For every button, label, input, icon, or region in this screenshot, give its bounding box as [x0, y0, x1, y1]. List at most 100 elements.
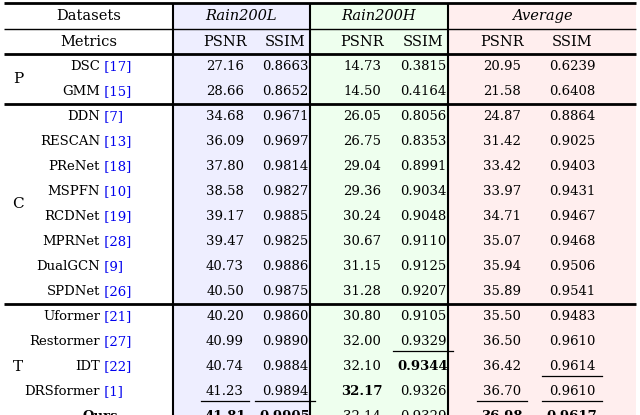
- Text: 0.9617: 0.9617: [547, 410, 597, 415]
- Text: 0.6239: 0.6239: [548, 60, 595, 73]
- Text: 40.50: 40.50: [206, 285, 244, 298]
- Text: 0.9125: 0.9125: [400, 260, 446, 273]
- Text: 36.70: 36.70: [483, 385, 521, 398]
- Text: 0.9329: 0.9329: [400, 410, 446, 415]
- Text: 0.9875: 0.9875: [262, 285, 308, 298]
- Text: SSIM: SSIM: [265, 34, 305, 49]
- Text: 0.9431: 0.9431: [549, 185, 595, 198]
- Text: C: C: [12, 197, 24, 211]
- Text: 14.50: 14.50: [343, 85, 381, 98]
- Text: T: T: [13, 359, 23, 374]
- Text: 34.71: 34.71: [483, 210, 521, 223]
- Text: 30.80: 30.80: [343, 310, 381, 323]
- Text: Uformer: Uformer: [43, 310, 100, 323]
- Text: 0.4164: 0.4164: [400, 85, 446, 98]
- Text: 36.98: 36.98: [481, 410, 523, 415]
- Text: 0.9403: 0.9403: [549, 160, 595, 173]
- Text: SSIM: SSIM: [552, 34, 592, 49]
- Text: DSC: DSC: [70, 60, 100, 73]
- Text: SPDNet: SPDNet: [47, 285, 100, 298]
- Text: 31.42: 31.42: [483, 135, 521, 148]
- Text: 0.9110: 0.9110: [400, 235, 446, 248]
- Text: 20.95: 20.95: [483, 60, 521, 73]
- Text: [9]: [9]: [100, 260, 123, 273]
- Text: 0.9329: 0.9329: [400, 335, 446, 348]
- Text: 0.9885: 0.9885: [262, 210, 308, 223]
- Bar: [310, 3, 448, 415]
- Text: 0.9326: 0.9326: [400, 385, 446, 398]
- Text: PReNet: PReNet: [49, 160, 100, 173]
- Text: 40.73: 40.73: [206, 260, 244, 273]
- Text: 0.9034: 0.9034: [400, 185, 446, 198]
- Text: 0.6408: 0.6408: [549, 85, 595, 98]
- Text: 0.9697: 0.9697: [262, 135, 308, 148]
- Text: 39.17: 39.17: [206, 210, 244, 223]
- Text: 0.8652: 0.8652: [262, 85, 308, 98]
- Text: 0.9894: 0.9894: [262, 385, 308, 398]
- Text: 0.8056: 0.8056: [400, 110, 446, 123]
- Text: SSIM: SSIM: [403, 34, 444, 49]
- Text: 33.97: 33.97: [483, 185, 521, 198]
- Text: 0.8991: 0.8991: [400, 160, 446, 173]
- Text: 35.07: 35.07: [483, 235, 521, 248]
- Text: MSPFN: MSPFN: [47, 185, 100, 198]
- Text: 32.17: 32.17: [341, 385, 383, 398]
- Text: 26.75: 26.75: [343, 135, 381, 148]
- Text: 35.94: 35.94: [483, 260, 521, 273]
- Text: 0.9671: 0.9671: [262, 110, 308, 123]
- Text: 0.9541: 0.9541: [549, 285, 595, 298]
- Text: Restormer: Restormer: [29, 335, 100, 348]
- Text: 0.9025: 0.9025: [549, 135, 595, 148]
- Text: [19]: [19]: [100, 210, 131, 223]
- Text: 0.9905: 0.9905: [260, 410, 310, 415]
- Text: 0.8864: 0.8864: [549, 110, 595, 123]
- Text: 0.9105: 0.9105: [400, 310, 446, 323]
- Text: 41.23: 41.23: [206, 385, 244, 398]
- Text: DDN: DDN: [67, 110, 100, 123]
- Text: 30.24: 30.24: [343, 210, 381, 223]
- Text: [21]: [21]: [100, 310, 131, 323]
- Text: 0.9468: 0.9468: [549, 235, 595, 248]
- Text: 29.04: 29.04: [343, 160, 381, 173]
- Text: Average: Average: [512, 9, 572, 23]
- Text: [17]: [17]: [100, 60, 131, 73]
- Text: 0.9886: 0.9886: [262, 260, 308, 273]
- Text: 0.8353: 0.8353: [400, 135, 446, 148]
- Text: 27.16: 27.16: [206, 60, 244, 73]
- Text: [28]: [28]: [100, 235, 131, 248]
- Text: Ours: Ours: [83, 410, 118, 415]
- Text: GMM: GMM: [62, 85, 100, 98]
- Text: P: P: [13, 72, 23, 86]
- Bar: [173, 3, 310, 415]
- Text: 0.9890: 0.9890: [262, 335, 308, 348]
- Text: 41.81: 41.81: [204, 410, 246, 415]
- Text: 40.99: 40.99: [206, 335, 244, 348]
- Text: 0.9860: 0.9860: [262, 310, 308, 323]
- Text: Rain200H: Rain200H: [342, 9, 416, 23]
- Text: 39.47: 39.47: [206, 235, 244, 248]
- Text: PSNR: PSNR: [203, 34, 247, 49]
- Text: 14.73: 14.73: [343, 60, 381, 73]
- Text: 26.05: 26.05: [343, 110, 381, 123]
- Text: 0.8663: 0.8663: [262, 60, 308, 73]
- Text: Datasets: Datasets: [56, 9, 121, 23]
- Text: 38.58: 38.58: [206, 185, 244, 198]
- Text: 35.50: 35.50: [483, 310, 521, 323]
- Text: 34.68: 34.68: [206, 110, 244, 123]
- Text: [13]: [13]: [100, 135, 131, 148]
- Text: PSNR: PSNR: [480, 34, 524, 49]
- Text: 37.80: 37.80: [206, 160, 244, 173]
- Text: [15]: [15]: [100, 85, 131, 98]
- Text: 28.66: 28.66: [206, 85, 244, 98]
- Text: 0.9614: 0.9614: [549, 360, 595, 373]
- Text: 31.28: 31.28: [343, 285, 381, 298]
- Text: 0.9048: 0.9048: [400, 210, 446, 223]
- Text: MPRNet: MPRNet: [43, 235, 100, 248]
- Text: 0.9827: 0.9827: [262, 185, 308, 198]
- Text: 0.9207: 0.9207: [400, 285, 446, 298]
- Text: 32.10: 32.10: [343, 360, 381, 373]
- Text: DualGCN: DualGCN: [36, 260, 100, 273]
- Text: 40.20: 40.20: [206, 310, 244, 323]
- Text: 0.9467: 0.9467: [548, 210, 595, 223]
- Text: [1]: [1]: [100, 385, 123, 398]
